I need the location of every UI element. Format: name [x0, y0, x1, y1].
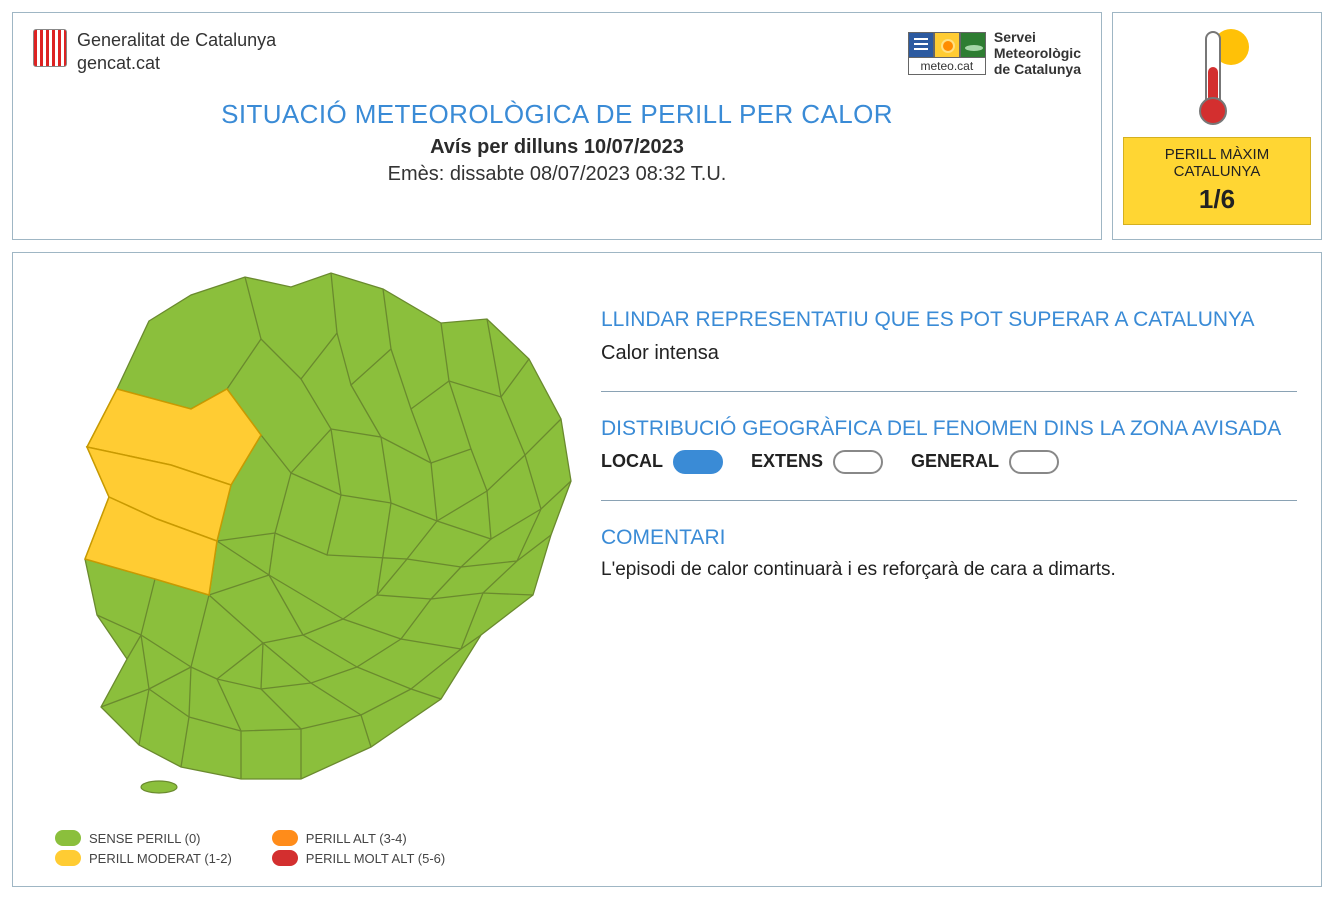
risk-badge-score: 1/6: [1128, 185, 1306, 215]
legend-swatch-high: [272, 830, 298, 846]
issued-at: Emès: dissabte 08/07/2023 08:32 T.U.: [33, 163, 1081, 186]
risk-badge-line2: CATALUNYA: [1128, 163, 1306, 180]
gencat-branding: Generalitat de Catalunya gencat.cat: [33, 29, 276, 74]
dist-pill-extens: [833, 450, 883, 474]
meteocat-domain: meteo.cat: [908, 58, 986, 75]
meteocat-icon-sun: [934, 32, 960, 58]
dist-label-extens: EXTENS: [751, 451, 823, 472]
legend-swatch-none: [55, 830, 81, 846]
dist-option-general: GENERAL: [911, 450, 1059, 474]
risk-badge-line1: PERILL MÀXIM: [1128, 146, 1306, 163]
dist-label-general: GENERAL: [911, 451, 999, 472]
meteocat-icon-cloud: [960, 32, 986, 58]
gencat-line1: Generalitat de Catalunya: [77, 29, 276, 52]
legend-high: PERILL ALT (3-4): [306, 831, 407, 846]
header-panel: Generalitat de Catalunya gencat.cat mete…: [12, 12, 1102, 240]
dist-option-local: LOCAL: [601, 450, 723, 474]
meteocat-line2: Meteorològic: [994, 45, 1081, 61]
thermometer-icon: [1177, 25, 1257, 125]
meteocat-icon-lines: [908, 32, 934, 58]
legend-none: SENSE PERILL (0): [89, 831, 201, 846]
meteocat-line3: de Catalunya: [994, 61, 1081, 77]
distribution-title: DISTRIBUCIÓ GEOGRÀFICA DEL FENOMEN DINS …: [601, 416, 1297, 442]
legend-swatch-moderate: [55, 850, 81, 866]
meteocat-line1: Servei: [994, 29, 1081, 45]
meteocat-branding: meteo.cat Servei Meteorològic de Catalun…: [908, 29, 1081, 77]
max-risk-badge: PERILL MÀXIM CATALUNYA 1/6: [1123, 137, 1311, 225]
comment-title: COMENTARI: [601, 525, 1297, 551]
divider: [601, 500, 1297, 501]
legend-swatch-very-high: [272, 850, 298, 866]
dist-label-local: LOCAL: [601, 451, 663, 472]
subhead-date: Avís per dilluns 10/07/2023: [33, 136, 1081, 159]
threshold-value: Calor intensa: [601, 342, 1297, 365]
distribution-options: LOCAL EXTENS GENERAL: [601, 450, 1297, 474]
max-risk-panel: PERILL MÀXIM CATALUNYA 1/6: [1112, 12, 1322, 240]
body-panel: SENSE PERILL (0) PERILL MODERAT (1-2) PE…: [12, 252, 1322, 887]
comment-text: L'episodi de calor continuarà i es refor…: [601, 559, 1297, 581]
gencat-line2: gencat.cat: [77, 52, 276, 75]
legend-moderate: PERILL MODERAT (1-2): [89, 851, 232, 866]
map-legend: SENSE PERILL (0) PERILL MODERAT (1-2) PE…: [31, 824, 581, 866]
divider: [601, 391, 1297, 392]
legend-very-high: PERILL MOLT ALT (5-6): [306, 851, 445, 866]
dist-option-extens: EXTENS: [751, 450, 883, 474]
threshold-title: LLINDAR REPRESENTATIU QUE ES POT SUPERAR…: [601, 307, 1297, 333]
dist-pill-local: [673, 450, 723, 474]
catalonia-risk-map: [31, 259, 581, 824]
gencat-logo-icon: [33, 29, 67, 67]
dist-pill-general: [1009, 450, 1059, 474]
headline: SITUACIÓ METEOROLÒGICA DE PERILL PER CAL…: [33, 99, 1081, 130]
